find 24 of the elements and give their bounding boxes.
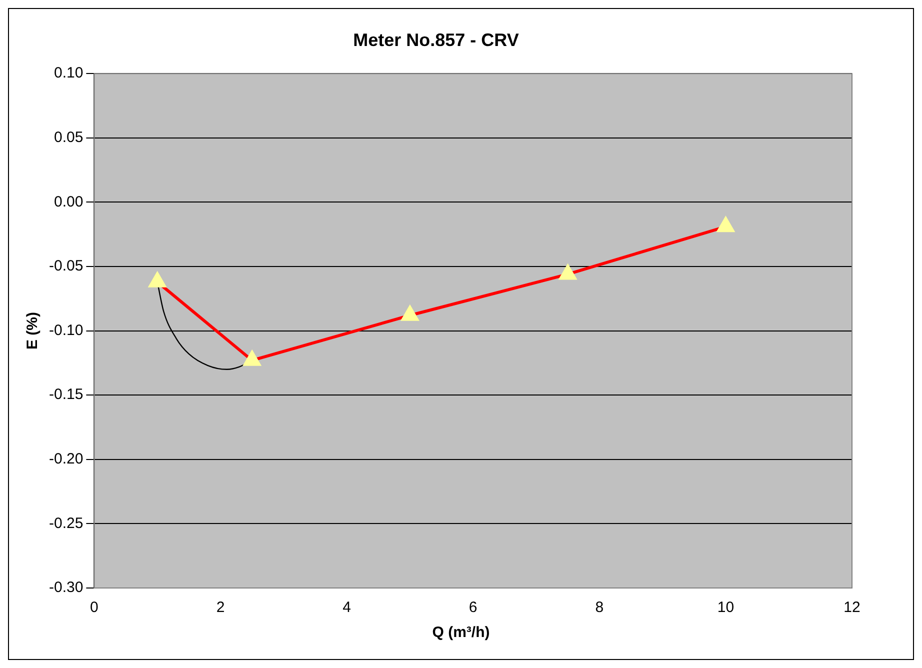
- point: [402, 306, 418, 321]
- y-tick-label: 0.00: [54, 193, 84, 210]
- y-tick-label: -0.15: [48, 386, 84, 404]
- point: [244, 350, 260, 366]
- x-tick-label: 10: [717, 599, 734, 616]
- x-tick-label: 12: [844, 599, 860, 616]
- x-tick-label: 8: [595, 599, 604, 616]
- x-tick-label: 0: [90, 599, 98, 616]
- point: [717, 217, 734, 232]
- point: [559, 264, 576, 280]
- y-tick-label: -0.25: [48, 514, 84, 532]
- x-axis-title: Q (m³/h): [431, 624, 491, 641]
- point: [148, 272, 166, 288]
- y-tick-label: 0.05: [54, 129, 84, 146]
- y-tick-label: -0.30: [48, 579, 84, 596]
- y-tick-label: -0.20: [48, 450, 84, 468]
- chart-title: Meter No.857 - CRV: [353, 30, 519, 50]
- x-tick-label: 4: [342, 599, 351, 616]
- y-tick-label: -0.10: [48, 322, 84, 339]
- x-tick-label: 2: [216, 599, 225, 616]
- y-axis-title: E (%): [24, 312, 42, 350]
- y-tick-label: -0.05: [48, 258, 84, 275]
- y-tick-label: 0.10: [54, 64, 84, 82]
- x-tick-label: 6: [468, 599, 478, 616]
